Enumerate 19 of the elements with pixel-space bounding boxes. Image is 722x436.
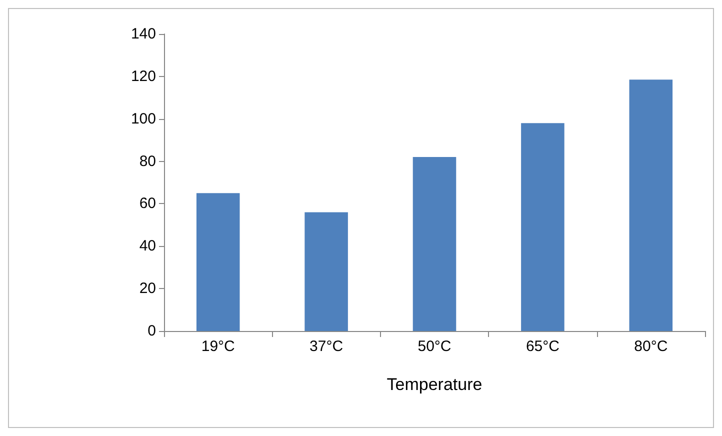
bar: [412, 157, 456, 331]
y-tick-label: 140: [130, 26, 156, 42]
y-tick-label: 0: [148, 322, 156, 340]
bar: [629, 80, 673, 331]
y-tick-label: 20: [139, 280, 156, 298]
bar: [304, 212, 348, 331]
bar: [196, 193, 240, 331]
x-tick-label: 19°C: [201, 338, 236, 355]
y-tick-label: 60: [139, 195, 156, 212]
y-tick-label: 40: [139, 238, 156, 255]
x-tick-label: 65°C: [526, 338, 560, 355]
y-tick-label: 100: [130, 110, 156, 128]
y-tick-label: 80: [139, 152, 156, 170]
x-axis-title: Temperature: [386, 375, 482, 394]
bar: [521, 123, 564, 331]
x-tick-label: 80°C: [634, 338, 668, 355]
x-tick-label: 37°C: [310, 338, 344, 355]
y-tick-label: 120: [130, 68, 156, 85]
x-tick-label: 50°C: [418, 338, 452, 355]
